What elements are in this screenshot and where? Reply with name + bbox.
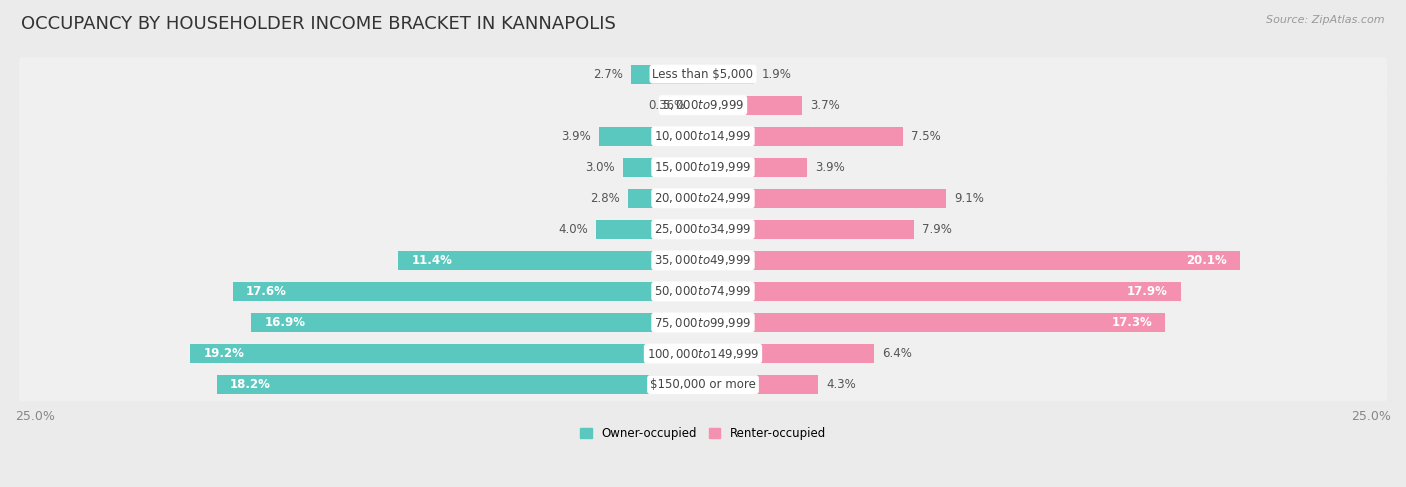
- Text: 7.5%: 7.5%: [911, 130, 941, 143]
- Text: Less than $5,000: Less than $5,000: [652, 68, 754, 81]
- Bar: [703, 127, 904, 146]
- Bar: [703, 282, 1181, 301]
- Bar: [703, 95, 801, 115]
- Text: 3.7%: 3.7%: [810, 99, 839, 112]
- Bar: [190, 344, 703, 363]
- FancyBboxPatch shape: [18, 57, 1388, 91]
- FancyBboxPatch shape: [18, 306, 1388, 339]
- Text: $15,000 to $19,999: $15,000 to $19,999: [654, 160, 752, 174]
- FancyBboxPatch shape: [18, 337, 1388, 370]
- FancyBboxPatch shape: [18, 244, 1388, 277]
- Text: $20,000 to $24,999: $20,000 to $24,999: [654, 191, 752, 206]
- Bar: [623, 158, 703, 177]
- Bar: [703, 158, 807, 177]
- Text: 18.2%: 18.2%: [231, 378, 271, 391]
- Text: $100,000 to $149,999: $100,000 to $149,999: [647, 347, 759, 360]
- Text: 16.9%: 16.9%: [264, 316, 305, 329]
- Text: $35,000 to $49,999: $35,000 to $49,999: [654, 253, 752, 267]
- Text: 1.9%: 1.9%: [762, 68, 792, 81]
- Bar: [232, 282, 703, 301]
- Text: $5,000 to $9,999: $5,000 to $9,999: [662, 98, 744, 112]
- Text: 17.6%: 17.6%: [246, 285, 287, 298]
- Bar: [631, 64, 703, 84]
- Bar: [703, 220, 914, 239]
- Text: 9.1%: 9.1%: [955, 192, 984, 205]
- Text: 4.3%: 4.3%: [825, 378, 856, 391]
- Bar: [217, 375, 703, 394]
- Bar: [703, 251, 1240, 270]
- Text: 3.9%: 3.9%: [561, 130, 591, 143]
- Text: 11.4%: 11.4%: [412, 254, 453, 267]
- FancyBboxPatch shape: [18, 368, 1388, 401]
- Bar: [628, 188, 703, 208]
- Text: 7.9%: 7.9%: [922, 223, 952, 236]
- Bar: [703, 64, 754, 84]
- Text: 4.0%: 4.0%: [558, 223, 588, 236]
- Text: OCCUPANCY BY HOUSEHOLDER INCOME BRACKET IN KANNAPOLIS: OCCUPANCY BY HOUSEHOLDER INCOME BRACKET …: [21, 15, 616, 33]
- Text: 2.7%: 2.7%: [593, 68, 623, 81]
- Text: $25,000 to $34,999: $25,000 to $34,999: [654, 223, 752, 236]
- FancyBboxPatch shape: [18, 182, 1388, 215]
- Text: 3.9%: 3.9%: [815, 161, 845, 174]
- FancyBboxPatch shape: [18, 119, 1388, 153]
- Bar: [252, 313, 703, 332]
- Bar: [703, 344, 875, 363]
- Bar: [596, 220, 703, 239]
- Bar: [703, 313, 1166, 332]
- Text: 0.36%: 0.36%: [648, 99, 685, 112]
- Text: $75,000 to $99,999: $75,000 to $99,999: [654, 316, 752, 330]
- Text: Source: ZipAtlas.com: Source: ZipAtlas.com: [1267, 15, 1385, 25]
- FancyBboxPatch shape: [18, 275, 1388, 308]
- Text: $50,000 to $74,999: $50,000 to $74,999: [654, 284, 752, 299]
- Bar: [703, 375, 818, 394]
- Text: $150,000 or more: $150,000 or more: [650, 378, 756, 391]
- Text: $10,000 to $14,999: $10,000 to $14,999: [654, 129, 752, 143]
- Text: 6.4%: 6.4%: [882, 347, 912, 360]
- Legend: Owner-occupied, Renter-occupied: Owner-occupied, Renter-occupied: [575, 422, 831, 445]
- Bar: [599, 127, 703, 146]
- Text: 17.3%: 17.3%: [1111, 316, 1152, 329]
- Bar: [398, 251, 703, 270]
- FancyBboxPatch shape: [18, 213, 1388, 246]
- Text: 2.8%: 2.8%: [591, 192, 620, 205]
- FancyBboxPatch shape: [18, 150, 1388, 184]
- Text: 19.2%: 19.2%: [204, 347, 245, 360]
- FancyBboxPatch shape: [18, 89, 1388, 122]
- Bar: [703, 188, 946, 208]
- Bar: [693, 95, 703, 115]
- Text: 17.9%: 17.9%: [1128, 285, 1168, 298]
- Text: 3.0%: 3.0%: [585, 161, 614, 174]
- Text: 20.1%: 20.1%: [1187, 254, 1227, 267]
